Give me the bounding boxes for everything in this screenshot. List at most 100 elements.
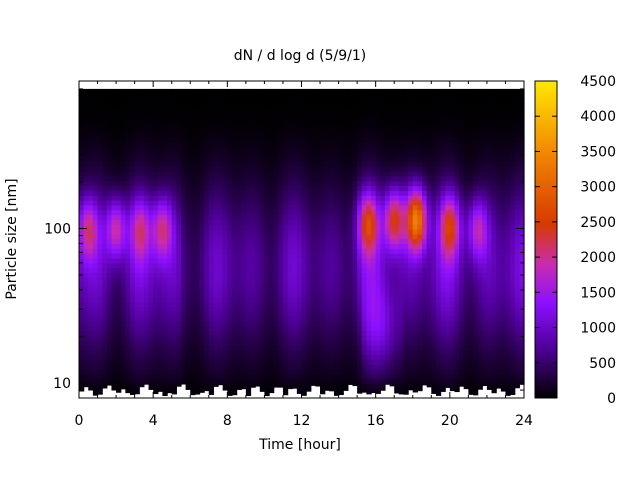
heatmap-cell <box>435 306 442 312</box>
heatmap-cell <box>116 93 122 100</box>
heatmap-cell <box>125 277 131 283</box>
heatmap-cell <box>412 180 418 187</box>
heatmap-cell <box>361 262 367 269</box>
heatmap-cell <box>310 132 317 138</box>
heatmap-cell <box>375 335 381 341</box>
heatmap-cell <box>440 311 446 317</box>
heatmap-cell <box>250 373 256 380</box>
heatmap-cell <box>389 373 395 380</box>
heatmap-cell <box>167 369 173 375</box>
heatmap-cell <box>264 286 270 293</box>
heatmap-cell <box>278 301 284 307</box>
heatmap-cell <box>185 122 191 129</box>
heatmap-cell <box>88 277 94 283</box>
heatmap-cell <box>171 301 177 307</box>
heatmap-cell <box>333 180 340 187</box>
heatmap-cell <box>403 373 409 380</box>
heatmap-cell <box>431 166 437 172</box>
heatmap-cell <box>148 349 154 356</box>
heatmap-cell <box>371 190 377 196</box>
heatmap-cell <box>403 228 409 235</box>
heatmap-cell <box>343 127 349 133</box>
heatmap-cell <box>102 142 108 148</box>
heatmap-cell <box>134 180 140 187</box>
heatmap-cell <box>371 291 377 298</box>
heatmap-cell <box>194 330 201 336</box>
heatmap-cell <box>171 195 177 201</box>
heatmap-cell <box>250 248 256 254</box>
heatmap-cell <box>236 340 242 346</box>
heatmap-cell <box>264 383 270 389</box>
heatmap-cell <box>180 373 187 380</box>
heatmap-cell <box>236 117 242 124</box>
heatmap-cell <box>375 325 381 331</box>
heatmap-cell <box>231 209 238 216</box>
heatmap-cell <box>343 373 349 380</box>
heatmap-cell <box>403 219 409 225</box>
heatmap-cell <box>162 315 168 322</box>
heatmap-cell <box>129 142 136 148</box>
heatmap-cell <box>343 296 349 303</box>
heatmap-cell <box>366 306 372 312</box>
heatmap-cell <box>213 330 219 336</box>
heatmap-cell <box>357 204 363 211</box>
heatmap-cell <box>296 113 303 119</box>
heatmap-cell <box>296 311 303 317</box>
heatmap-cell <box>139 224 145 230</box>
heatmap-cell <box>176 199 182 206</box>
heatmap-cell <box>361 195 367 201</box>
heatmap-cell <box>384 267 391 274</box>
heatmap-cell <box>255 344 261 351</box>
heatmap-cell <box>185 117 191 124</box>
heatmap-cell <box>408 233 414 240</box>
heatmap-cell <box>347 137 354 143</box>
heatmap-cell <box>431 93 437 100</box>
heatmap-cell <box>278 238 284 245</box>
heatmap-cell <box>264 277 270 283</box>
heatmap-cell <box>139 88 145 95</box>
heatmap-cell <box>301 142 307 148</box>
heatmap-cell <box>310 311 317 317</box>
heatmap-cell <box>218 88 224 95</box>
heatmap-cell <box>199 262 205 269</box>
heatmap-cell <box>352 291 358 298</box>
heatmap-cell <box>310 233 317 240</box>
heatmap-cell <box>190 267 196 274</box>
heatmap-cell <box>218 248 224 254</box>
heatmap-cell <box>347 209 354 216</box>
heatmap-cell <box>361 137 367 143</box>
heatmap-cell <box>102 195 108 201</box>
heatmap-cell <box>403 306 409 312</box>
heatmap-cell <box>139 373 145 380</box>
heatmap-cell <box>157 228 164 235</box>
heatmap-cell <box>97 156 103 162</box>
heatmap-cell <box>315 238 321 245</box>
heatmap-cell <box>343 151 349 158</box>
heatmap-cell <box>157 166 164 172</box>
heatmap-cell <box>194 277 201 283</box>
heatmap-cell <box>129 335 136 341</box>
heatmap-cell <box>292 127 298 133</box>
heatmap-cell <box>92 340 99 346</box>
heatmap-cell <box>92 272 99 278</box>
heatmap-cell <box>194 373 201 380</box>
heatmap-cell <box>394 171 400 177</box>
heatmap-cell <box>278 185 284 191</box>
heatmap-cell <box>255 175 261 182</box>
heatmap-cell <box>167 238 173 245</box>
heatmap-cell <box>380 171 386 177</box>
heatmap-cell <box>227 151 233 158</box>
heatmap-cell <box>153 383 159 389</box>
heatmap-cell <box>357 330 363 336</box>
heatmap-cell <box>380 369 386 375</box>
heatmap-cell <box>417 233 423 240</box>
heatmap-cell <box>79 204 85 211</box>
heatmap-cell <box>180 306 187 312</box>
heatmap-cell <box>250 93 256 100</box>
heatmap-cell <box>102 93 108 100</box>
heatmap-cell <box>282 378 289 385</box>
heatmap-cell <box>241 156 247 162</box>
heatmap-cell <box>88 306 94 312</box>
heatmap-cell <box>292 209 298 216</box>
heatmap-cell <box>320 161 326 167</box>
